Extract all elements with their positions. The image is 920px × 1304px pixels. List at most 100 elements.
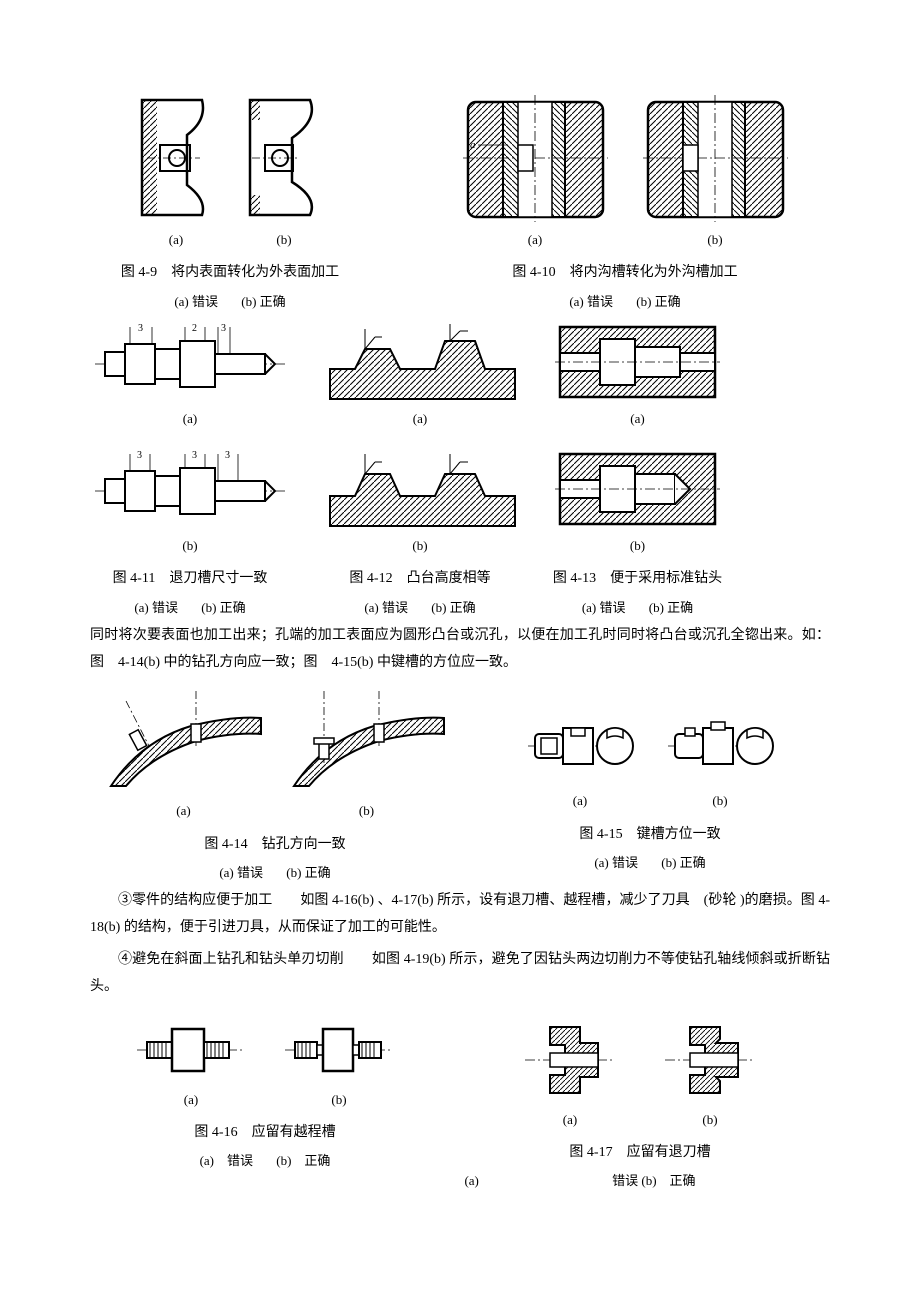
fig-4-17-b: (b) <box>660 1015 760 1129</box>
sublabel-4-17-b: (b) <box>702 1111 717 1129</box>
fig-4-13-a: (a) <box>550 319 725 428</box>
diagram-4-16-a <box>132 1015 250 1085</box>
diagram-4-12-a <box>320 319 520 404</box>
diagram-4-13-b <box>550 446 725 531</box>
fig-4-10-b: (b) <box>638 90 793 249</box>
legend-4-13-b: (b) 正确 <box>649 600 693 615</box>
fig-4-10-pair: a (a) <box>458 90 793 249</box>
figure-4-17: (a) (b) 图 4-17 应留有退刀槽 (a) 错误 (b) 正确 <box>490 1015 790 1191</box>
fig-4-16-a: (a) <box>132 1015 250 1109</box>
legend-4-15-a: (a) 错误 <box>594 855 638 870</box>
caption-4-9: 图 4-9 将内表面转化为外表面加工 <box>121 263 339 283</box>
svg-text:3: 3 <box>221 323 226 334</box>
paragraph-1: 同时将次要表面也加工出来；孔端的加工表面应为圆形凸台或沉孔，以便在加工孔时同时将… <box>90 623 830 676</box>
fig-4-12-a: (a) <box>320 319 520 428</box>
sublabel-4-9-b: (b) <box>276 231 291 249</box>
diagram-4-9-b <box>240 90 328 225</box>
row-fig-4-14-15: (a) (b) 图 4-14 钻孔方向一致 <box>90 686 830 882</box>
diagram-4-14-a <box>101 686 266 796</box>
legend-4-10: (a) 错误 (b) 正确 <box>559 293 690 311</box>
legend-4-9: (a) 错误 (b) 正确 <box>164 293 295 311</box>
fig-4-16-pair: (a) <box>132 1015 398 1109</box>
legend-4-15-b: (b) 正确 <box>661 855 705 870</box>
fig-4-11-b: 3 3 3 (b) <box>90 446 290 555</box>
fig-4-16-b: (b) <box>280 1015 398 1109</box>
figure-4-14: (a) (b) 图 4-14 钻孔方向一致 <box>90 686 460 882</box>
legend-4-16-b: (b) 正确 <box>276 1153 330 1168</box>
sublabel-4-17-a: (a) <box>563 1111 577 1129</box>
legend-4-11-a: (a) 错误 <box>134 600 178 615</box>
legend-4-12-b: (b) 正确 <box>431 600 475 615</box>
fig-4-9-a: (a) <box>132 90 220 249</box>
row-fig-4-9-4-10: (a) (b) 图 4-9 将内表面转化为外表面加工 <box>90 90 830 311</box>
diagram-4-9-a <box>132 90 220 225</box>
legend-4-14-b: (b) 正确 <box>286 865 330 880</box>
fig-4-13-b: (b) <box>550 446 725 555</box>
diagram-4-16-b <box>280 1015 398 1085</box>
svg-text:3: 3 <box>138 323 143 334</box>
diagram-4-11-b: 3 3 3 <box>90 446 290 531</box>
sublabel-4-16-a: (a) <box>184 1091 198 1109</box>
figure-4-10: a (a) <box>420 90 830 311</box>
fig-4-11-stack: 3 2 3 (a) <box>90 319 290 555</box>
sublabel-4-12-a: (a) <box>413 410 427 428</box>
sublabel-4-11-b: (b) <box>182 537 197 555</box>
sublabel-4-13-a: (a) <box>630 410 644 428</box>
diagram-4-13-a <box>550 319 725 404</box>
fig-4-17-pair: (a) (b) <box>520 1015 760 1129</box>
fig-4-10-a: a (a) <box>458 90 613 249</box>
sublabel-4-15-a: (a) <box>573 792 587 810</box>
diagram-4-12-b <box>320 446 520 531</box>
sublabel-4-13-b: (b) <box>630 537 645 555</box>
caption-4-17: 图 4-17 应留有退刀槽 <box>569 1143 710 1163</box>
sublabel-4-10-a: (a) <box>528 231 542 249</box>
figure-4-11: 3 2 3 (a) <box>90 319 290 617</box>
diagram-4-15-a <box>523 706 638 786</box>
legend-4-15: (a) 错误 (b) 正确 <box>584 854 715 872</box>
diagram-4-14-b <box>284 686 449 796</box>
fig-4-15-a: (a) <box>523 706 638 810</box>
legend-4-16-a: (a) 错误 <box>200 1153 253 1168</box>
paragraph-2: ③零件的结构应便于加工 如图 4-16(b) 、4-17(b) 所示，设有退刀槽… <box>90 888 830 941</box>
legend-4-10-a: (a) 错误 <box>569 294 613 309</box>
sublabel-4-14-b: (b) <box>359 802 374 820</box>
diagram-4-10-b <box>638 90 793 225</box>
fig-4-17-a: (a) <box>520 1015 620 1129</box>
svg-text:3: 3 <box>225 450 230 461</box>
sublabel-4-16-b: (b) <box>331 1091 346 1109</box>
legend-4-9-a: (a) 错误 <box>174 294 218 309</box>
figure-4-9: (a) (b) 图 4-9 将内表面转化为外表面加工 <box>90 90 370 311</box>
fig-4-11-a: 3 2 3 (a) <box>90 319 290 428</box>
fig-4-15-b: (b) <box>663 706 778 810</box>
row-fig-4-11-12-13: 3 2 3 (a) <box>90 319 830 617</box>
sublabel-4-11-a: (a) <box>183 410 197 428</box>
legend-4-14: (a) 错误 (b) 正确 <box>209 864 340 882</box>
caption-4-14: 图 4-14 钻孔方向一致 <box>204 835 345 855</box>
row-fig-4-16-17: (a) <box>90 1015 830 1191</box>
diagram-4-17-a <box>520 1015 620 1105</box>
sublabel-4-10-b: (b) <box>707 231 722 249</box>
sublabel-4-14-a: (a) <box>176 802 190 820</box>
sublabel-4-9-a: (a) <box>169 231 183 249</box>
legend-4-13-a: (a) 错误 <box>582 600 626 615</box>
caption-4-13: 图 4-13 便于采用标准钻头 <box>553 569 722 589</box>
caption-4-12: 图 4-12 凸台高度相等 <box>349 569 490 589</box>
legend-4-9-b: (b) 正确 <box>241 294 285 309</box>
figure-4-15: (a) (b) 图 4-15 键槽方位一致 <box>490 686 810 882</box>
legend-4-10-b: (b) 正确 <box>636 294 680 309</box>
fig-4-14-b: (b) <box>284 686 449 820</box>
legend-4-17-prefix: (a) <box>464 1173 478 1188</box>
fig-4-9-pair: (a) (b) <box>132 90 328 249</box>
fig-4-9-b: (b) <box>240 90 328 249</box>
sublabel-4-12-b: (b) <box>412 537 427 555</box>
legend-4-12: (a) 错误 (b) 正确 <box>354 599 485 617</box>
fig-4-12-stack: (a) (b) <box>320 319 520 555</box>
figure-4-16: (a) <box>120 1015 410 1191</box>
diagram-4-10-a: a <box>458 90 613 225</box>
svg-text:2: 2 <box>192 323 197 334</box>
legend-4-11: (a) 错误 (b) 正确 <box>124 599 255 617</box>
diagram-4-15-b <box>663 706 778 786</box>
legend-4-13: (a) 错误 (b) 正确 <box>572 599 703 617</box>
caption-4-10: 图 4-10 将内沟槽转化为外沟槽加工 <box>512 263 737 283</box>
paragraph-3: ④避免在斜面上钻孔和钻头单刃切削 如图 4-19(b) 所示，避免了因钻头两边切… <box>90 947 830 1000</box>
